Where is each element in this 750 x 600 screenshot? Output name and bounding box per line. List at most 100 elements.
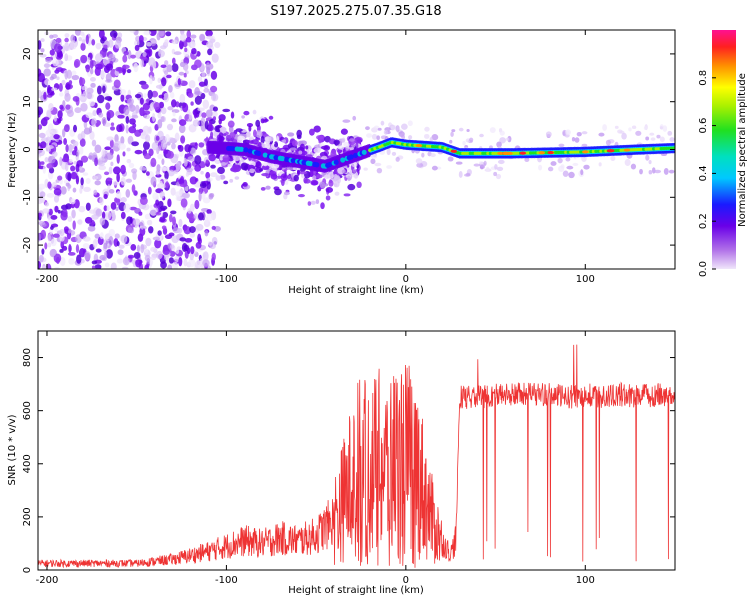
spectral-noise-blob <box>106 109 115 119</box>
spectral-noise-blob <box>171 63 179 73</box>
spectral-noise-blob <box>122 54 128 63</box>
spectral-noise-blob <box>129 104 136 112</box>
spectral-noise-blob <box>198 81 206 87</box>
spectral-blob <box>282 139 286 143</box>
spectral-faint-blob <box>447 156 454 162</box>
spectral-noise-blob <box>68 80 73 85</box>
spectral-noise-blob <box>52 128 59 136</box>
spectral-noise-blob <box>150 157 157 167</box>
spectral-noise-blob <box>53 188 62 196</box>
ridge-core <box>353 152 359 158</box>
spectral-faint-blob <box>349 138 355 142</box>
spectral-noise-blob <box>141 83 149 90</box>
spectral-noise-blob <box>63 226 69 232</box>
spectral-noise-blob <box>133 252 141 259</box>
spectral-noise-blob <box>120 164 126 175</box>
spectral-noise-blob <box>209 243 216 250</box>
spectral-noise-blob <box>116 172 120 183</box>
spectral-noise-blob <box>166 74 172 79</box>
spectral-noise-blob <box>82 236 91 242</box>
spectral-noise-blob <box>63 179 69 184</box>
spectral-noise-blob <box>38 232 42 242</box>
spectral-noise-blob <box>106 177 113 182</box>
spectral-noise-blob <box>42 208 50 214</box>
spectral-noise-blob <box>157 230 162 236</box>
spectral-noise-blob <box>174 132 180 142</box>
spectral-noise-blob <box>52 233 60 238</box>
spectral-blob <box>287 132 295 137</box>
spectral-noise-blob <box>114 134 119 143</box>
spectral-noise-blob <box>101 116 107 125</box>
spectral-blob <box>325 195 331 201</box>
ridge-max <box>606 149 614 153</box>
spectral-noise-blob <box>187 247 191 255</box>
spectral-noise-blob <box>168 257 174 264</box>
spectral-noise-blob <box>67 216 73 223</box>
spectral-noise-blob <box>134 44 140 51</box>
spectral-faint-blob <box>621 132 627 140</box>
snr-y-tick-label: 800 <box>22 348 33 367</box>
spectral-noise-blob <box>41 265 47 269</box>
spectral-noise-blob <box>128 162 135 168</box>
ridge-core <box>273 154 279 161</box>
ridge-peak <box>458 151 463 155</box>
spectral-noise-blob <box>183 226 192 235</box>
spectral-faint-blob <box>566 165 574 170</box>
spectral-noise-blob <box>123 50 129 56</box>
spectral-noise-blob <box>85 177 91 185</box>
spectral-noise-blob <box>67 172 72 182</box>
colorbar-label: Normalized spectral amplitude <box>737 73 748 227</box>
spectral-noise-blob <box>53 253 62 263</box>
spectral-noise-blob <box>189 203 195 212</box>
spectral-blob <box>260 118 265 124</box>
spectral-faint-blob <box>581 131 588 135</box>
spectral-noise-blob <box>51 151 58 158</box>
spectral-noise-blob <box>91 117 97 128</box>
spectral-noise-blob <box>192 119 200 127</box>
spectral-noise-blob <box>73 60 79 68</box>
spectral-noise-blob <box>77 133 83 141</box>
spectral-noise-blob <box>209 172 218 178</box>
spectral-noise-blob <box>60 204 69 211</box>
ridge-max <box>497 151 504 155</box>
spectral-blob <box>219 154 224 161</box>
spectral-noise-blob <box>211 252 216 261</box>
spectral-blob <box>283 191 290 196</box>
spectral-blob <box>241 115 245 119</box>
spectral-noise-blob <box>142 110 151 115</box>
spectral-noise-blob <box>151 90 159 98</box>
spectral-noise-blob <box>51 87 58 92</box>
spectral-noise-blob <box>145 237 152 247</box>
spectral-blob <box>268 115 274 120</box>
spectral-noise-blob <box>200 92 206 100</box>
spectral-faint-blob <box>351 162 358 168</box>
spectral-noise-blob <box>113 32 117 39</box>
spectral-noise-blob <box>72 95 80 102</box>
spectral-noise-blob <box>48 102 54 112</box>
spectral-noise-blob <box>106 211 112 220</box>
spectral-blob <box>230 111 235 119</box>
spectral-noise-blob <box>38 89 42 99</box>
spectral-noise-blob <box>73 124 78 133</box>
spectral-noise-blob <box>194 95 202 105</box>
spectral-noise-blob <box>74 30 82 36</box>
spectral-blob <box>304 178 311 184</box>
spectrogram-x-tick-label: -100 <box>215 274 238 285</box>
spectral-faint-blob <box>421 152 425 158</box>
spectral-noise-blob <box>100 37 105 44</box>
spectral-noise-blob <box>138 35 144 43</box>
spectral-faint-blob <box>574 137 580 143</box>
spectral-blob <box>343 193 351 197</box>
spectral-noise-blob <box>38 132 46 139</box>
ridge-core <box>256 150 262 156</box>
spectral-noise-blob <box>64 37 69 43</box>
spectral-faint-blob <box>332 178 337 183</box>
spectral-noise-blob <box>164 60 169 66</box>
ridge-max <box>547 150 554 155</box>
spectral-faint-blob <box>605 139 611 146</box>
spectral-faint-blob <box>558 143 565 148</box>
spectral-faint-blob <box>668 169 675 174</box>
spectral-noise-blob <box>194 260 202 269</box>
spectral-noise-blob <box>99 232 104 240</box>
spectral-noise-blob <box>186 30 191 39</box>
